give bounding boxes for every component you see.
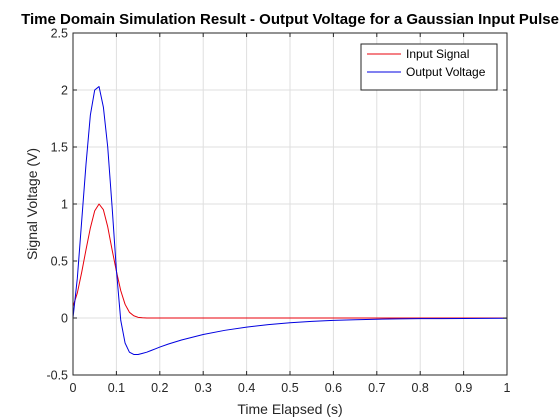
x-tick-label: 0.9: [455, 381, 472, 395]
y-tick-label: 2.5: [51, 27, 68, 41]
x-tick-label: 0.4: [238, 381, 255, 395]
legend-box: [360, 43, 498, 91]
x-tick-label: 0.2: [151, 381, 168, 395]
x-tick-label: 0.1: [108, 381, 125, 395]
x-axis-label: Time Elapsed (s): [237, 401, 342, 417]
x-tick-label: 0.7: [368, 381, 385, 395]
x-tick-label: 1: [504, 381, 511, 395]
legend-label: Output Voltage: [406, 65, 486, 79]
chart-title: Time Domain Simulation Result - Output V…: [21, 11, 559, 28]
series-lines: [72, 86, 508, 355]
series-line-input-signal: [72, 203, 507, 319]
x-tick-label: 0.3: [195, 381, 212, 395]
series-line-output-voltage: [72, 86, 508, 355]
y-tick-label: 0.5: [51, 255, 68, 269]
y-tick-label: -0.5: [46, 369, 68, 383]
x-tick-label: 0.8: [412, 381, 429, 395]
legend-label: Input Signal: [406, 47, 469, 61]
x-tick-label: 0.6: [325, 381, 342, 395]
x-tick-label: 0: [70, 381, 77, 395]
axis-ticks: 0 0.1 0.2 0.3 0.4 0.5 0.6 0.7 0.8 0.9 1-0.500.511.…: [46, 27, 510, 396]
y-tick-label: 1.5: [51, 141, 68, 155]
x-tick-label: 0.5: [281, 381, 298, 395]
y-axis-label: Signal Voltage (V): [24, 148, 40, 260]
legend: Input Signal Output Voltage: [360, 43, 498, 91]
y-tick-label: 0: [61, 312, 68, 326]
y-tick-label: 1: [61, 198, 68, 212]
y-tick-label: 2: [61, 84, 68, 98]
